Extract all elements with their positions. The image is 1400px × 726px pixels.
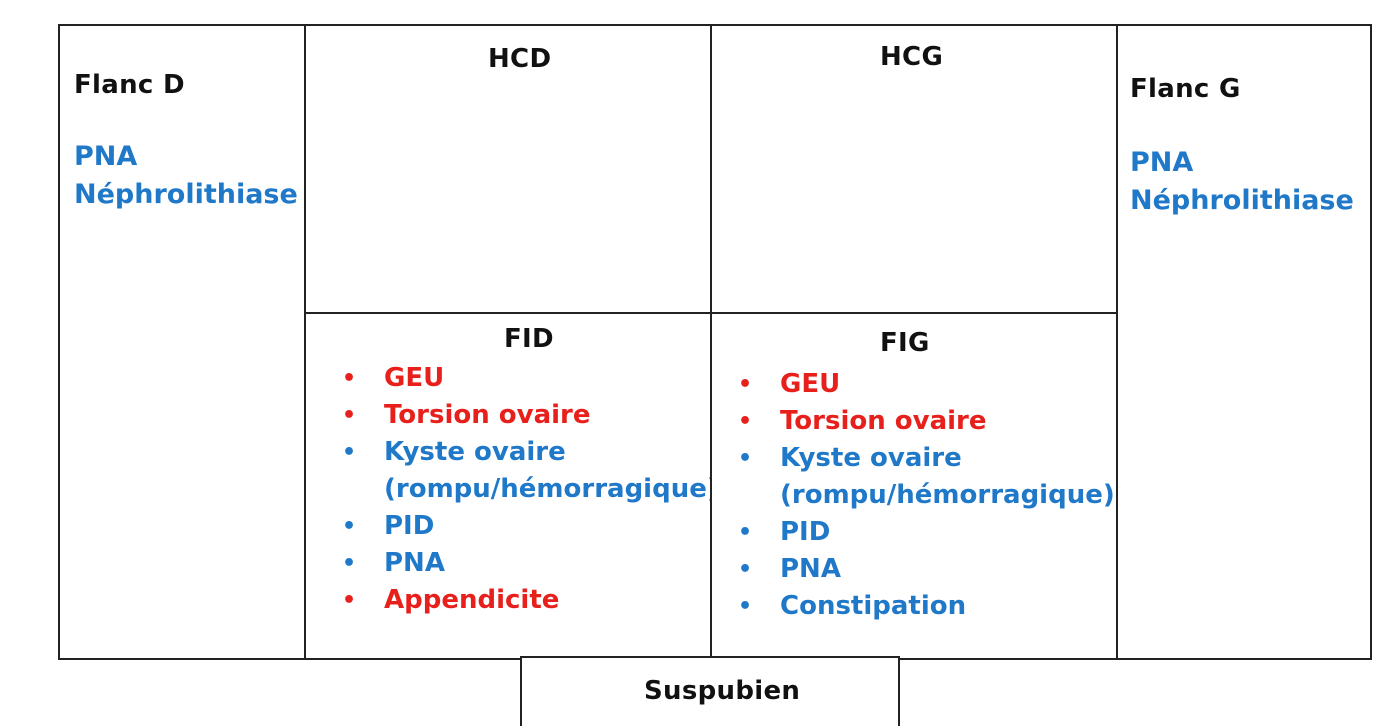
bullet-icon: •: [738, 446, 753, 471]
bullet-icon: •: [738, 409, 753, 434]
bullet-icon: •: [342, 366, 357, 391]
bullet-icon: •: [342, 440, 357, 465]
region-fid: FID • GEU • Torsion ovaire • Kyste ovaire (…: [304, 312, 719, 660]
bullet-icon: •: [342, 551, 357, 576]
diagnosis-item: • Kyste ovaire: [734, 440, 1115, 477]
diagnosis-item: Néphrolithiase: [74, 179, 298, 210]
diagnosis-item: PNA: [1130, 147, 1194, 178]
diagnosis-text: GEU: [780, 369, 841, 399]
diagnosis-text: Torsion ovaire: [780, 406, 987, 436]
diagnosis-text: (rompu/hémorragique): [780, 480, 1115, 510]
diagnosis-text: PID: [384, 511, 435, 541]
region-title: HCG: [880, 42, 944, 72]
region-fig: FIG • GEU • Torsion ovaire • Kyste ovaire (…: [710, 312, 1118, 660]
region-title: FID: [504, 324, 554, 354]
diagnosis-item: • Torsion ovaire: [734, 403, 1115, 440]
diagnosis-text: PNA: [780, 554, 841, 584]
diagnosis-item: • GEU: [338, 360, 719, 397]
region-title: Suspubien: [644, 676, 801, 706]
diagnosis-text: Appendicite: [384, 585, 560, 615]
diagnosis-item: • PNA: [734, 551, 1115, 588]
region-title: Flanc D: [74, 70, 185, 100]
diagnosis-text: Constipation: [780, 591, 967, 621]
region-title: Flanc G: [1130, 74, 1241, 104]
diagnosis-list: PNA Néphrolithiase: [74, 138, 298, 214]
region-title: HCD: [488, 44, 552, 74]
region-flanc-d: Flanc D PNA Néphrolithiase: [58, 24, 306, 660]
diagnosis-text: PID: [780, 517, 831, 547]
diagnosis-item-continuation: (rompu/hémorragique): [338, 471, 719, 508]
diagnosis-text: Torsion ovaire: [384, 400, 591, 430]
diagnosis-list: PNA Néphrolithiase: [1130, 144, 1354, 220]
diagnosis-item: • Kyste ovaire: [338, 434, 719, 471]
diagnosis-text: GEU: [384, 363, 445, 393]
diagnosis-text: Kyste ovaire: [780, 443, 962, 473]
diagnosis-list: • GEU • Torsion ovaire • Kyste ovaire (romp…: [338, 360, 719, 619]
bullet-icon: •: [342, 403, 357, 428]
diagnosis-item: • GEU: [734, 366, 1115, 403]
diagnosis-item: • PID: [734, 514, 1115, 551]
bullet-icon: •: [738, 594, 753, 619]
region-hcg: HCG: [710, 24, 1118, 314]
diagnosis-item: • Constipation: [734, 588, 1115, 625]
diagnosis-list: • GEU • Torsion ovaire • Kyste ovaire (romp…: [734, 366, 1115, 625]
diagnosis-text: (rompu/hémorragique): [384, 474, 719, 504]
diagnosis-item: Néphrolithiase: [1130, 185, 1354, 216]
diagnosis-item-continuation: (rompu/hémorragique): [734, 477, 1115, 514]
diagnosis-text: Kyste ovaire: [384, 437, 566, 467]
diagnosis-item: • Torsion ovaire: [338, 397, 719, 434]
bullet-icon: •: [738, 372, 753, 397]
region-flanc-g: Flanc G PNA Néphrolithiase: [1116, 24, 1372, 660]
region-suspubien: Suspubien: [520, 656, 900, 726]
bullet-icon: •: [342, 588, 357, 613]
bullet-icon: •: [738, 520, 753, 545]
bullet-icon: •: [738, 557, 753, 582]
diagnosis-item: • Appendicite: [338, 582, 719, 619]
bullet-icon: •: [342, 514, 357, 539]
diagnosis-item: • PID: [338, 508, 719, 545]
diagnosis-item: PNA: [74, 141, 138, 172]
diagnosis-text: PNA: [384, 548, 445, 578]
region-hcd: HCD: [304, 24, 712, 314]
diagnosis-item: • PNA: [338, 545, 719, 582]
region-title: FIG: [880, 328, 930, 358]
